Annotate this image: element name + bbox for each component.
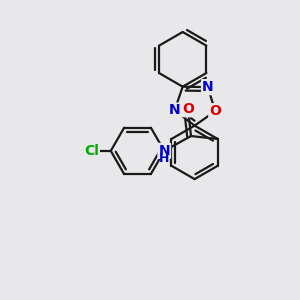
Text: H: H bbox=[159, 152, 169, 165]
Text: N: N bbox=[158, 144, 170, 158]
Text: O: O bbox=[182, 102, 194, 116]
Text: O: O bbox=[209, 104, 221, 118]
Text: Cl: Cl bbox=[84, 144, 99, 158]
Text: N: N bbox=[202, 80, 214, 94]
Text: N: N bbox=[169, 103, 180, 118]
